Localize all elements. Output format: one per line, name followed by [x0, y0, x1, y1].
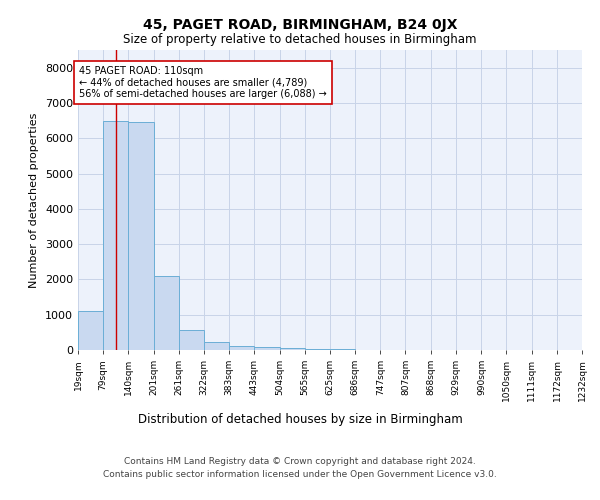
Bar	[179, 330, 204, 350]
Bar	[204, 342, 229, 350]
Text: Contains HM Land Registry data © Crown copyright and database right 2024.: Contains HM Land Registry data © Crown c…	[124, 458, 476, 466]
Bar	[128, 122, 154, 350]
Bar	[78, 311, 103, 350]
Text: Distribution of detached houses by size in Birmingham: Distribution of detached houses by size …	[137, 412, 463, 426]
Bar	[280, 348, 305, 350]
Text: 45 PAGET ROAD: 110sqm
← 44% of detached houses are smaller (4,789)
56% of semi-d: 45 PAGET ROAD: 110sqm ← 44% of detached …	[79, 66, 327, 99]
Bar	[229, 346, 254, 350]
Y-axis label: Number of detached properties: Number of detached properties	[29, 112, 40, 288]
Text: Size of property relative to detached houses in Birmingham: Size of property relative to detached ho…	[123, 32, 477, 46]
Text: 45, PAGET ROAD, BIRMINGHAM, B24 0JX: 45, PAGET ROAD, BIRMINGHAM, B24 0JX	[143, 18, 457, 32]
Bar	[103, 120, 128, 350]
Bar	[154, 276, 179, 350]
Bar	[254, 348, 280, 350]
Text: Contains public sector information licensed under the Open Government Licence v3: Contains public sector information licen…	[103, 470, 497, 479]
